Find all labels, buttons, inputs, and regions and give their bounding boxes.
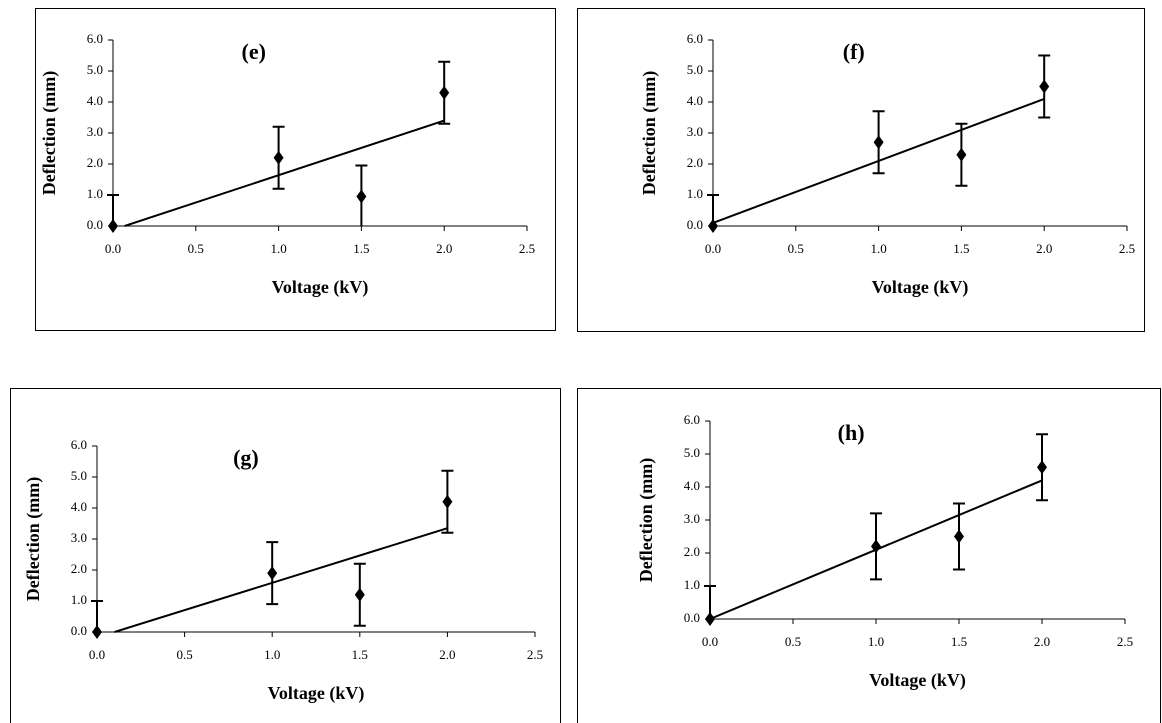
- data-point: [956, 148, 966, 162]
- data-point: [355, 588, 365, 602]
- data-point: [108, 219, 118, 233]
- data-point: [705, 612, 715, 626]
- figure: 0.0 1.0 2.0 3.0 4.0 5.0 6.0 0.0 0.5 1.0 1.5 2.0 2.5 V…: [0, 0, 1162, 723]
- x-tick-label: 2.0: [439, 647, 455, 662]
- y-tick-label: 5.0: [687, 62, 703, 77]
- data-point: [442, 495, 452, 509]
- x-tick-label: 2.0: [436, 241, 452, 256]
- trend-line: [125, 121, 445, 226]
- y-tick-label: 4.0: [71, 499, 87, 514]
- x-tick-label: 1.5: [951, 634, 967, 649]
- x-tick-label: 0.0: [89, 647, 105, 662]
- y-tick-label: 3.0: [87, 124, 103, 139]
- x-tick-label: 2.5: [527, 647, 543, 662]
- x-axis-label: Voltage (kV): [872, 277, 969, 298]
- x-tick-label: 2.5: [519, 241, 535, 256]
- x-tick-label: 0.5: [176, 647, 192, 662]
- page: 0.0 1.0 2.0 3.0 4.0 5.0 6.0 0.0 0.5 1.0 1.5 2.0 2.5 V…: [0, 0, 1162, 723]
- chart-title: (h): [838, 420, 865, 445]
- y-tick-label: 5.0: [684, 445, 700, 460]
- y-tick-label: 2.0: [71, 561, 87, 576]
- data-point: [439, 86, 449, 100]
- y-tick-label: 6.0: [684, 412, 700, 427]
- y-tick-label: 4.0: [87, 93, 103, 108]
- y-tick-label: 1.0: [71, 592, 87, 607]
- y-tick-label: 1.0: [684, 577, 700, 592]
- chart-title: (e): [242, 39, 266, 64]
- y-tick-label: 6.0: [687, 31, 703, 46]
- x-tick-label: 2.5: [1117, 634, 1133, 649]
- data-point: [92, 625, 102, 639]
- x-tick-label: 2.0: [1034, 634, 1050, 649]
- x-tick-label: 0.0: [705, 241, 721, 256]
- x-axis-label: Voltage (kV): [272, 277, 369, 298]
- y-tick-label: 0.0: [71, 623, 87, 638]
- y-tick-label: 1.0: [87, 186, 103, 201]
- y-tick-label: 3.0: [687, 124, 703, 139]
- x-axis-label: Voltage (kV): [869, 670, 966, 691]
- x-tick-label: 1.5: [353, 241, 369, 256]
- x-tick-label: 1.0: [270, 241, 286, 256]
- data-point: [1039, 80, 1049, 94]
- x-tick-label: 1.0: [868, 634, 884, 649]
- y-tick-label: 1.0: [687, 186, 703, 201]
- data-point: [954, 530, 964, 544]
- data-point: [1037, 460, 1047, 474]
- y-tick-label: 4.0: [684, 478, 700, 493]
- y-tick-label: 0.0: [684, 610, 700, 625]
- y-tick-label: 5.0: [71, 468, 87, 483]
- panel-frame: [11, 389, 561, 723]
- trend-line: [115, 528, 448, 632]
- y-tick-label: 5.0: [87, 62, 103, 77]
- y-tick-label: 6.0: [71, 437, 87, 452]
- data-point: [356, 190, 366, 204]
- x-axis-label: Voltage (kV): [268, 683, 365, 704]
- chart-title: (f): [843, 39, 865, 64]
- x-tick-label: 0.5: [785, 634, 801, 649]
- y-axis-label: Deflection (mm): [23, 477, 44, 601]
- x-tick-label: 1.5: [953, 241, 969, 256]
- y-tick-label: 2.0: [687, 155, 703, 170]
- x-tick-label: 1.5: [352, 647, 368, 662]
- x-tick-label: 1.0: [264, 647, 280, 662]
- y-tick-label: 4.0: [687, 93, 703, 108]
- data-point: [274, 151, 284, 165]
- x-tick-label: 0.0: [105, 241, 121, 256]
- chart-title: (g): [233, 445, 259, 470]
- x-tick-label: 2.5: [1119, 241, 1135, 256]
- y-tick-label: 3.0: [71, 530, 87, 545]
- data-point: [267, 566, 277, 580]
- y-tick-label: 3.0: [684, 511, 700, 526]
- y-tick-label: 0.0: [87, 217, 103, 232]
- y-axis-label: Deflection (mm): [639, 71, 660, 195]
- x-tick-label: 0.5: [188, 241, 204, 256]
- y-tick-label: 0.0: [687, 217, 703, 232]
- data-point: [874, 135, 884, 149]
- y-tick-label: 2.0: [87, 155, 103, 170]
- x-tick-label: 1.0: [870, 241, 886, 256]
- y-axis-label: Deflection (mm): [636, 458, 657, 582]
- x-tick-label: 0.0: [702, 634, 718, 649]
- y-tick-label: 6.0: [87, 31, 103, 46]
- y-tick-label: 2.0: [684, 544, 700, 559]
- x-tick-label: 0.5: [788, 241, 804, 256]
- y-axis-label: Deflection (mm): [39, 71, 60, 195]
- x-tick-label: 2.0: [1036, 241, 1052, 256]
